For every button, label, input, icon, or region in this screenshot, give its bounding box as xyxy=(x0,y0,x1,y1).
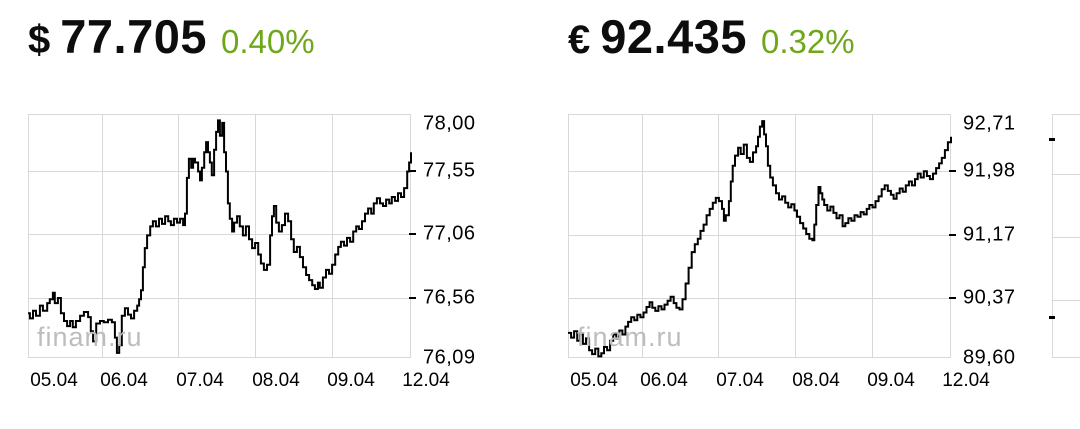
chart-canvas xyxy=(568,114,956,358)
x-axis-label: 07.04 xyxy=(176,370,224,391)
y-axis-label: 76,09 xyxy=(423,346,476,369)
cropped-third-chart-edge xyxy=(1049,114,1080,358)
finam-watermark: finam.ru xyxy=(37,322,143,352)
usd-change-percent: 0.40% xyxy=(221,23,315,60)
price-line xyxy=(28,119,412,354)
y-axis-label: 77,55 xyxy=(423,159,476,182)
y-axis-label: 91,98 xyxy=(963,159,1016,182)
x-axis-label: 06.04 xyxy=(640,370,688,391)
x-axis-label: 08.04 xyxy=(792,370,840,391)
euro-currency-symbol: € xyxy=(568,18,591,62)
usd-intraday-chart: finam.ru 78,00 77,55 77,06 76,56 76,09 05.04 06… xyxy=(28,113,475,391)
x-axis-label: 12.04 xyxy=(942,370,990,391)
y-axis-label: 89,60 xyxy=(963,346,1016,369)
dollar-currency-symbol: $ xyxy=(28,18,51,62)
finam-watermark: finam.ru xyxy=(577,322,683,352)
price-line xyxy=(568,120,952,358)
y-axis-label: 90,37 xyxy=(963,286,1016,309)
chart-canvas xyxy=(28,114,416,358)
x-axis-label: 05.04 xyxy=(30,370,78,391)
x-axis-label: 12.04 xyxy=(402,370,450,391)
quote-panel-eur: €92.435 0.32% finam.ru 92,71 91,98 91,17 90,3… xyxy=(568,0,1038,429)
eur-change-percent: 0.32% xyxy=(761,23,855,60)
usd-quote-header: $77.705 0.40% xyxy=(28,10,315,76)
x-axis-label: 05.04 xyxy=(570,370,618,391)
x-axis-label: 06.04 xyxy=(100,370,148,391)
eur-price: 92.435 xyxy=(600,10,748,63)
x-axis-label: 08.04 xyxy=(252,370,300,391)
y-axis-label: 92,71 xyxy=(963,112,1016,135)
x-axis-label: 09.04 xyxy=(867,370,915,391)
y-axis-label: 76,56 xyxy=(423,286,476,309)
x-axis-label: 07.04 xyxy=(716,370,764,391)
y-axis-label: 78,00 xyxy=(423,112,476,135)
y-axis-label: 91,17 xyxy=(963,223,1016,246)
usd-price: 77.705 xyxy=(60,10,208,63)
eur-quote-header: €92.435 0.32% xyxy=(568,10,855,76)
eur-intraday-chart: finam.ru 92,71 91,98 91,17 90,37 89,60 05.04 06… xyxy=(568,113,1015,391)
x-axis-label: 09.04 xyxy=(327,370,375,391)
quote-panel-usd: $77.705 0.40% finam.ru 78,00 77,55 77,06 76,5… xyxy=(28,0,498,429)
y-axis-label: 77,06 xyxy=(423,222,476,245)
